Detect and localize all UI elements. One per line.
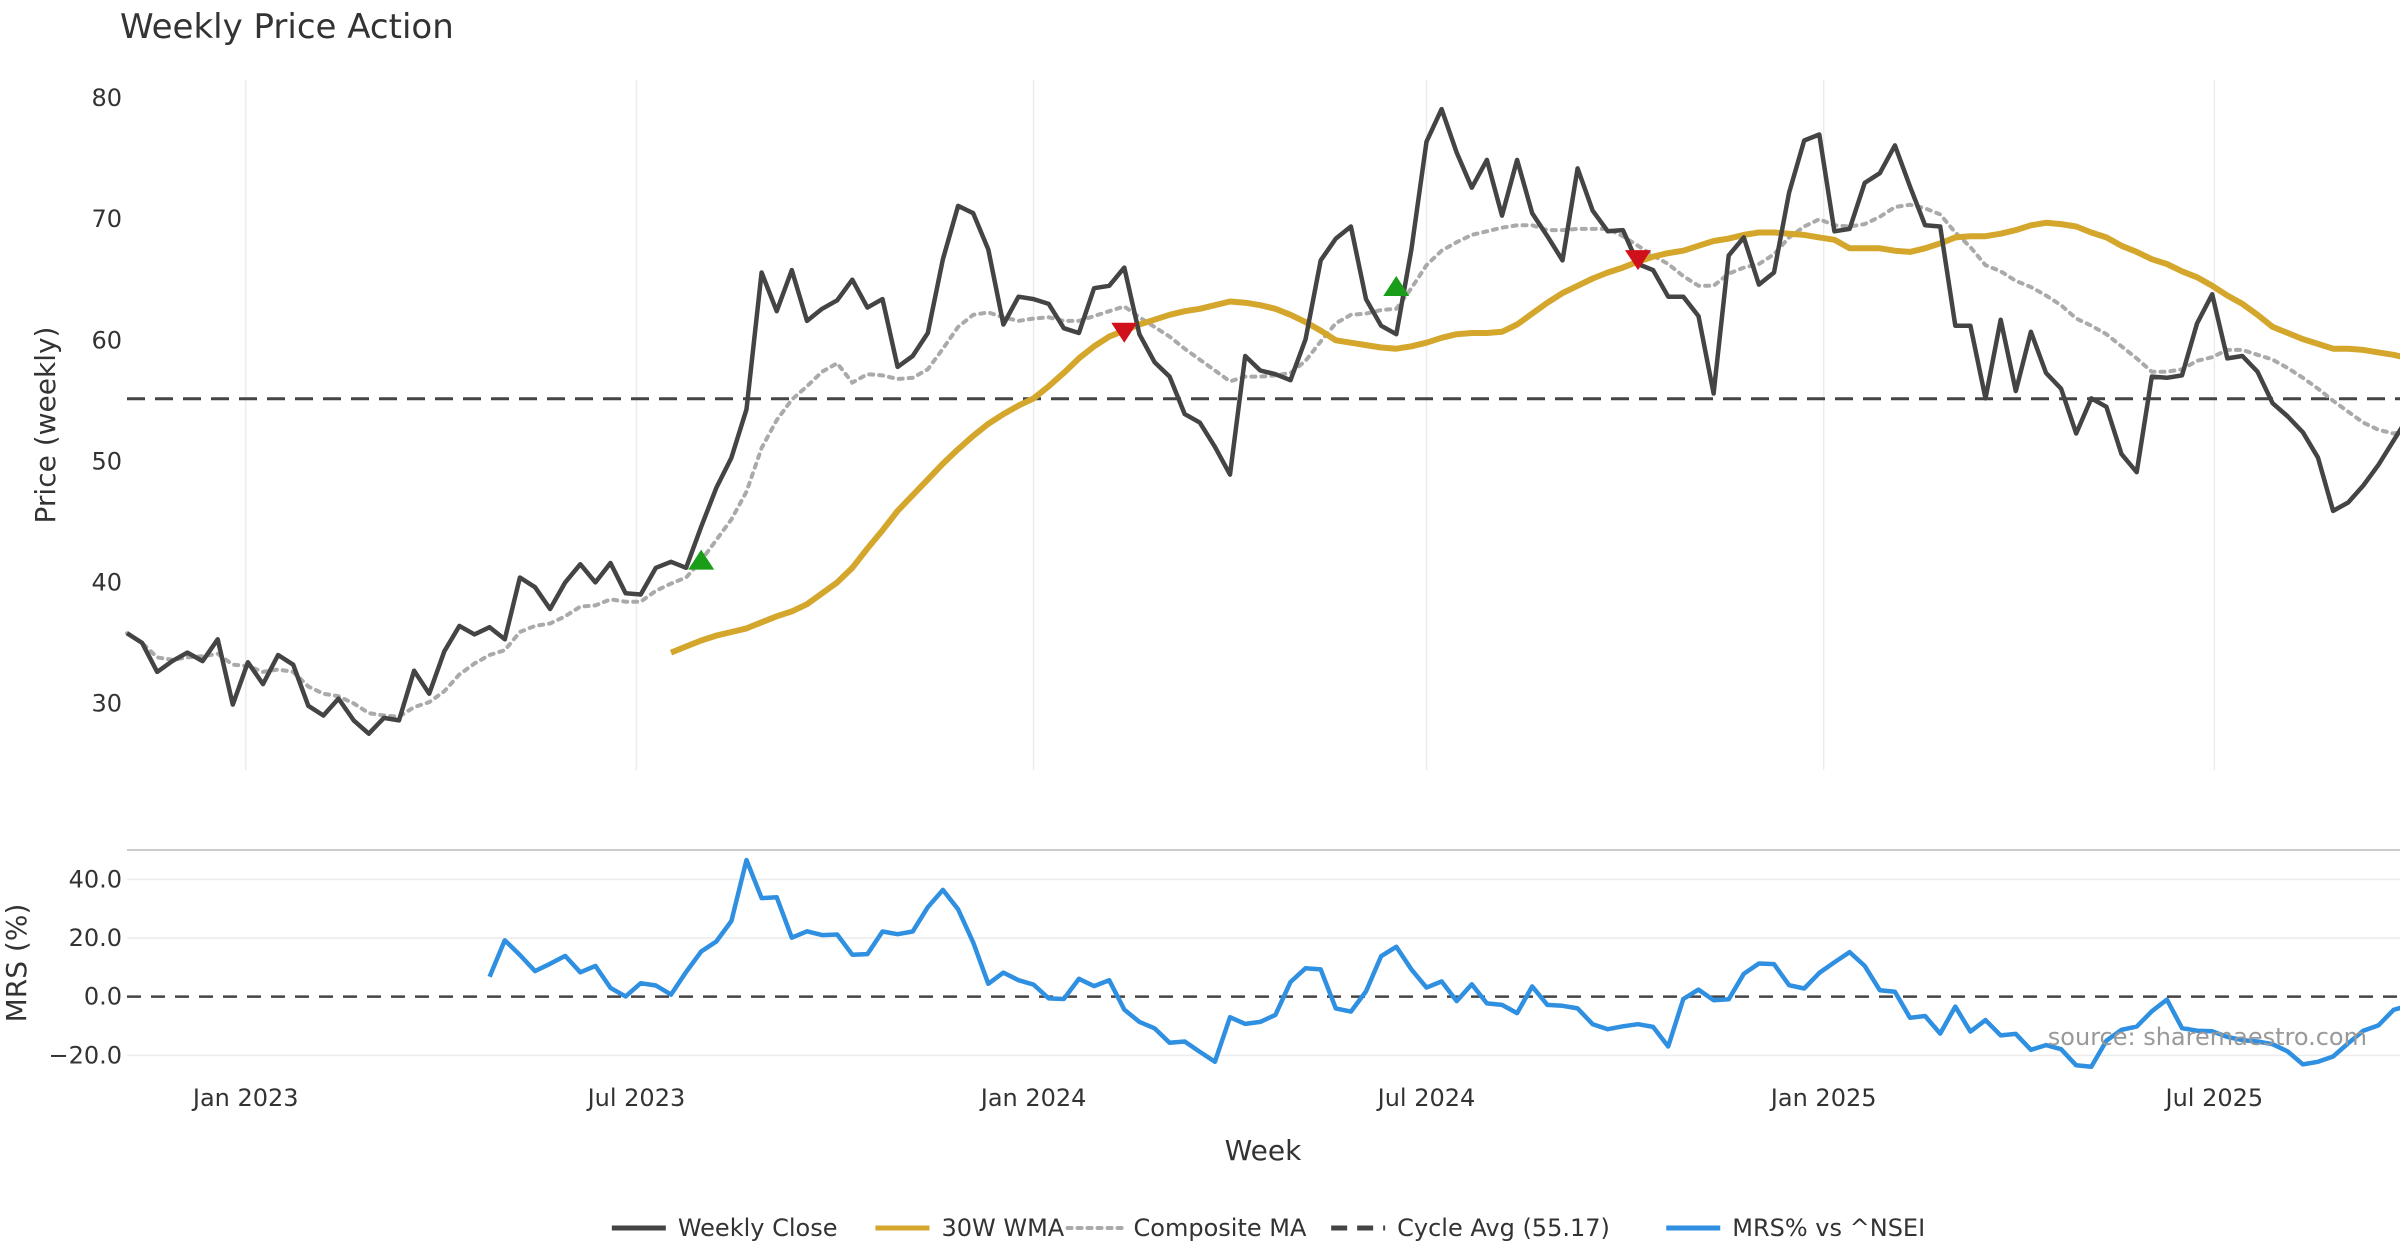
axes: Jan 2023 Jul 2023 Jan 2024 Jul 2024 Jan 2025… <box>48 84 2263 1112</box>
price-panel <box>125 106 2400 736</box>
buy-signal-marker <box>688 549 715 570</box>
buy-signal-marker <box>1383 276 1410 296</box>
price-y-tick-label: 30 <box>91 689 122 717</box>
x-tick-label: Jul 2024 <box>1376 1084 1476 1112</box>
mrs-y-tick-label: 0.0 <box>84 983 122 1011</box>
grid <box>244 80 2216 770</box>
x-tick-label: Jan 2023 <box>191 1084 299 1112</box>
weekly-close-line <box>125 106 2400 736</box>
sell-signal-marker <box>1111 322 1138 343</box>
x-tick-label: Jul 2023 <box>586 1084 686 1112</box>
price-y-tick-label: 80 <box>91 84 122 112</box>
chart-title: Weekly Price Action <box>120 7 454 47</box>
mrs-y-tick-label: 40.0 <box>69 865 122 893</box>
legend-label: 30W WMA <box>941 1214 1064 1242</box>
price-y-tick-label: 60 <box>91 326 122 354</box>
price-y-tick-label: 70 <box>91 205 122 233</box>
price-y-tick-label: 50 <box>91 447 122 475</box>
price-axis-label: Price (weekly) <box>29 327 62 524</box>
x-axis-label: Week <box>1225 1134 1302 1167</box>
sell-signal-marker <box>1625 250 1652 271</box>
legend: Weekly Close 30W WMA Composite MA Cycle Avg… <box>611 1214 1925 1242</box>
mrs-y-tick-label: 20.0 <box>69 924 122 952</box>
x-tick-label: Jan 2024 <box>979 1084 1087 1112</box>
composite-ma-line <box>125 202 2400 719</box>
source-note: source: sharemaestro.com <box>2048 1023 2367 1051</box>
mrs-line <box>487 857 2400 1070</box>
wma-30-line <box>669 219 2400 656</box>
mrs-panel <box>127 849 2400 1070</box>
mrs-y-tick-label: −20.0 <box>48 1041 122 1069</box>
legend-label: Composite MA <box>1134 1214 1307 1242</box>
x-tick-label: Jul 2025 <box>2164 1084 2264 1112</box>
price-y-tick-label: 40 <box>91 568 122 596</box>
mrs-axis-label: MRS (%) <box>0 904 33 1023</box>
x-tick-label: Jan 2025 <box>1769 1084 1877 1112</box>
legend-label: Cycle Avg (55.17) <box>1397 1214 1610 1242</box>
legend-label: MRS% vs ^NSEI <box>1732 1214 1925 1242</box>
legend-label: Weekly Close <box>678 1214 838 1242</box>
